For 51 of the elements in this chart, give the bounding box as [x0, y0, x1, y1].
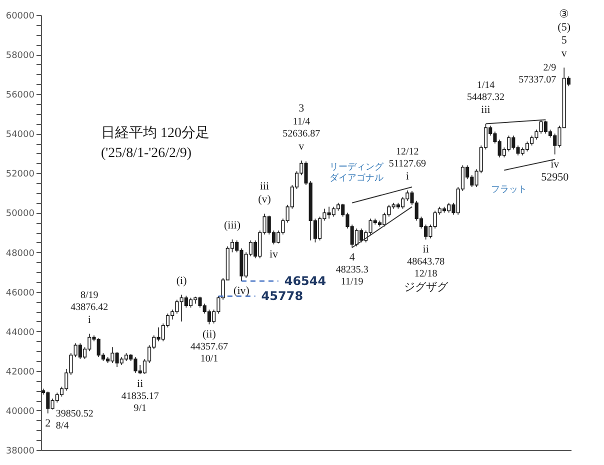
annotation: i	[88, 314, 91, 326]
annotation: 4	[349, 252, 356, 264]
annotation: 48643.78 12/18	[407, 256, 445, 280]
y-tick-label: 50000	[6, 209, 35, 220]
annotation: ii	[137, 378, 144, 390]
annotation: 39850.52 8/4	[56, 408, 94, 432]
annotation: 1/14 54487.32	[466, 80, 504, 103]
annotation: 52950	[541, 171, 570, 184]
y-tick-label: 44000	[6, 328, 35, 338]
annotation: 11/4 52636.87	[282, 116, 320, 140]
y-tick-label: 54000	[6, 130, 35, 140]
annotation: iii	[260, 180, 270, 193]
annotation: 8/19 43876.42	[70, 290, 108, 313]
y-tick-label: 52000	[6, 170, 35, 180]
ref-line-label: 45778	[261, 289, 304, 304]
y-tick-label: 58000	[6, 51, 35, 62]
y-tick-label: 46000	[6, 288, 35, 298]
y-tick-label: 56000	[6, 90, 35, 101]
annotation: 3	[298, 102, 305, 115]
y-tick-label: 38000	[6, 446, 35, 456]
annotation: iv	[550, 158, 560, 170]
annotation: iii	[481, 104, 490, 116]
annotation: 48235.3 11/19	[336, 264, 368, 288]
annotation: (v)	[258, 194, 272, 206]
annotation: ジグザグ	[404, 282, 449, 294]
annotation: 2	[45, 417, 51, 430]
annotation: 12/12 51127.69	[388, 146, 426, 170]
annotation: (i)	[176, 274, 188, 287]
annotation: iv	[269, 248, 279, 260]
annotation: i	[406, 170, 409, 182]
annotation: ③	[559, 8, 570, 21]
y-tick-label: 42000	[6, 367, 35, 378]
annotation: ii	[422, 244, 429, 256]
ref-line-label: 46544	[284, 274, 326, 288]
annotation: v	[561, 48, 568, 60]
series-label: リーディングダイアゴナル	[330, 162, 385, 184]
text: 日経平均 120分足	[101, 125, 210, 141]
y-tick-label: 48000	[6, 248, 35, 259]
annotation: (ii)	[202, 328, 216, 340]
annotation: 41835.17 9/1	[121, 391, 159, 414]
annotation: 2/9 57337.07	[518, 62, 556, 86]
annotation: (iv)	[234, 285, 250, 298]
y-tick-label: 40000	[6, 406, 35, 417]
annotation: (5)	[558, 22, 571, 34]
text: フラット	[490, 185, 527, 196]
text: ('25/8/1-'26/2/9)	[101, 146, 192, 161]
annotation: (iii)	[224, 219, 241, 232]
annotation: 5	[561, 34, 568, 47]
y-tick-label: 60000	[6, 12, 35, 22]
annotation: v	[298, 140, 305, 153]
annotation: 44357.67 10/1	[190, 341, 228, 364]
